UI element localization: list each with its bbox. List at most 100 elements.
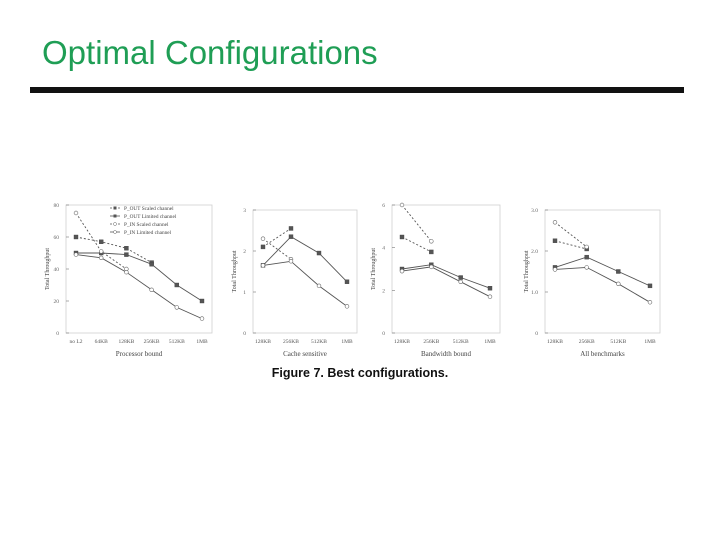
y-tick-label: 80: [54, 203, 60, 209]
chart-panel-4: 0 1.0 2.0 3.0 128KB 256KB 512KB 1MB All benchmar…: [524, 208, 661, 358]
data-point: [260, 244, 266, 250]
y-tick-label: 3: [243, 208, 246, 214]
data-point: [399, 268, 405, 274]
data-point: [429, 249, 434, 255]
y-tick-label: 6: [382, 203, 385, 209]
data-point: [260, 263, 266, 268]
series-line-1: [401, 236, 432, 253]
data-point: [98, 239, 104, 245]
series-line-4: [554, 266, 651, 303]
data-point: [584, 254, 589, 260]
x-axis-label: All benchmarks: [580, 350, 625, 358]
data-point: [73, 252, 79, 257]
y-tick-label: 1.0: [531, 290, 538, 296]
series-line-2: [554, 256, 651, 287]
data-point: [552, 267, 558, 272]
legend-entry: P_IN Limited channel: [124, 230, 172, 236]
data-point: [584, 265, 589, 270]
data-point: [199, 316, 205, 321]
series-line-2: [262, 236, 348, 283]
series-line-2: [401, 264, 491, 289]
data-point: [647, 283, 653, 289]
x-tick-label: 512KB: [311, 339, 327, 345]
data-point: [616, 269, 621, 274]
data-point: [288, 234, 294, 239]
data-point: [124, 245, 129, 251]
legend-entry: P_OUT Scaled channel: [124, 206, 174, 212]
y-tick-label: 40: [54, 267, 60, 273]
data-point: [344, 304, 350, 309]
y-axis-label: Total Throughput: [45, 248, 51, 290]
chart-panel-1: 0 20 40 60 80 no L2 64KB 128KB 256KB 512KB 1MB Proc…: [45, 203, 213, 358]
series-line-4: [401, 266, 491, 298]
data-point: [260, 236, 266, 241]
y-axis-label: Total Throughput: [524, 250, 530, 292]
data-point: [584, 244, 589, 250]
x-tick-label: 1MB: [196, 339, 208, 345]
data-point: [316, 250, 322, 256]
x-tick-label: 1MB: [484, 339, 496, 345]
data-point: [552, 238, 558, 243]
data-point: [487, 294, 493, 299]
data-point: [124, 252, 129, 257]
series-line-1: [262, 228, 292, 248]
y-tick-label: 3.0: [531, 208, 538, 214]
data-point: [429, 239, 434, 244]
data-point: [647, 300, 653, 305]
y-tick-label: 0: [382, 331, 385, 337]
series-line-3: [401, 204, 432, 242]
x-tick-label: 64KB: [95, 339, 108, 345]
data-point: [149, 287, 154, 292]
x-tick-label: 1MB: [341, 339, 353, 345]
x-tick-label: 128KB: [394, 339, 410, 345]
x-tick-label: 128KB: [118, 339, 134, 345]
plot-frame: [544, 209, 661, 334]
y-tick-label: 0: [535, 331, 538, 337]
x-axis-label: Processor bound: [116, 350, 163, 358]
x-tick-label: 512KB: [169, 339, 185, 345]
data-point: [399, 202, 405, 208]
data-point: [399, 234, 405, 240]
figure-caption: Figure 7. Best configurations.: [271, 366, 449, 380]
data-point: [98, 255, 104, 260]
legend-marker: [113, 214, 117, 218]
x-tick-label: 512KB: [453, 339, 469, 345]
slide-title: Optimal Configurations: [42, 34, 378, 71]
y-tick-label: 0: [56, 331, 59, 337]
y-axis-label: Total Throughput: [371, 248, 377, 290]
data-point: [458, 279, 463, 284]
data-point: [487, 286, 493, 291]
x-axis-label: Bandwidth bound: [421, 350, 471, 358]
x-axis-label: Cache sensitive: [283, 350, 327, 358]
data-point: [429, 264, 434, 270]
y-axis-label: Total Throughput: [232, 250, 238, 292]
legend-marker: [113, 230, 117, 234]
series-line-4: [75, 254, 203, 320]
data-point: [149, 262, 154, 267]
plot-frame: [252, 209, 358, 334]
y-tick-label: 2: [382, 288, 385, 294]
x-tick-label: 256KB: [579, 339, 595, 345]
x-tick-label: 1MB: [644, 339, 656, 345]
data-point: [288, 259, 294, 264]
y-tick-label: 60: [54, 235, 60, 241]
x-tick-label: 256KB: [283, 339, 299, 345]
x-tick-label: 512KB: [610, 339, 626, 345]
legend-entry: P_IN Scaled channel: [124, 222, 169, 228]
data-point: [316, 283, 322, 289]
chart-panel-2: 0 1 2 3 128KB 256KB 512KB 1MB Cache sensitive Tot…: [232, 208, 358, 358]
y-tick-label: 1: [243, 290, 246, 296]
series-line-1: [554, 240, 587, 250]
x-tick-label: 256KB: [423, 339, 439, 345]
data-point: [98, 249, 104, 254]
y-tick-label: 20: [54, 299, 60, 305]
series-line-3: [554, 221, 587, 248]
legend-marker: [113, 222, 117, 226]
title-underline: [30, 87, 684, 93]
data-point: [73, 234, 79, 240]
y-tick-label: 2.0: [531, 249, 538, 255]
legend-marker: [113, 206, 117, 210]
data-point: [124, 270, 129, 275]
data-point: [73, 210, 79, 216]
